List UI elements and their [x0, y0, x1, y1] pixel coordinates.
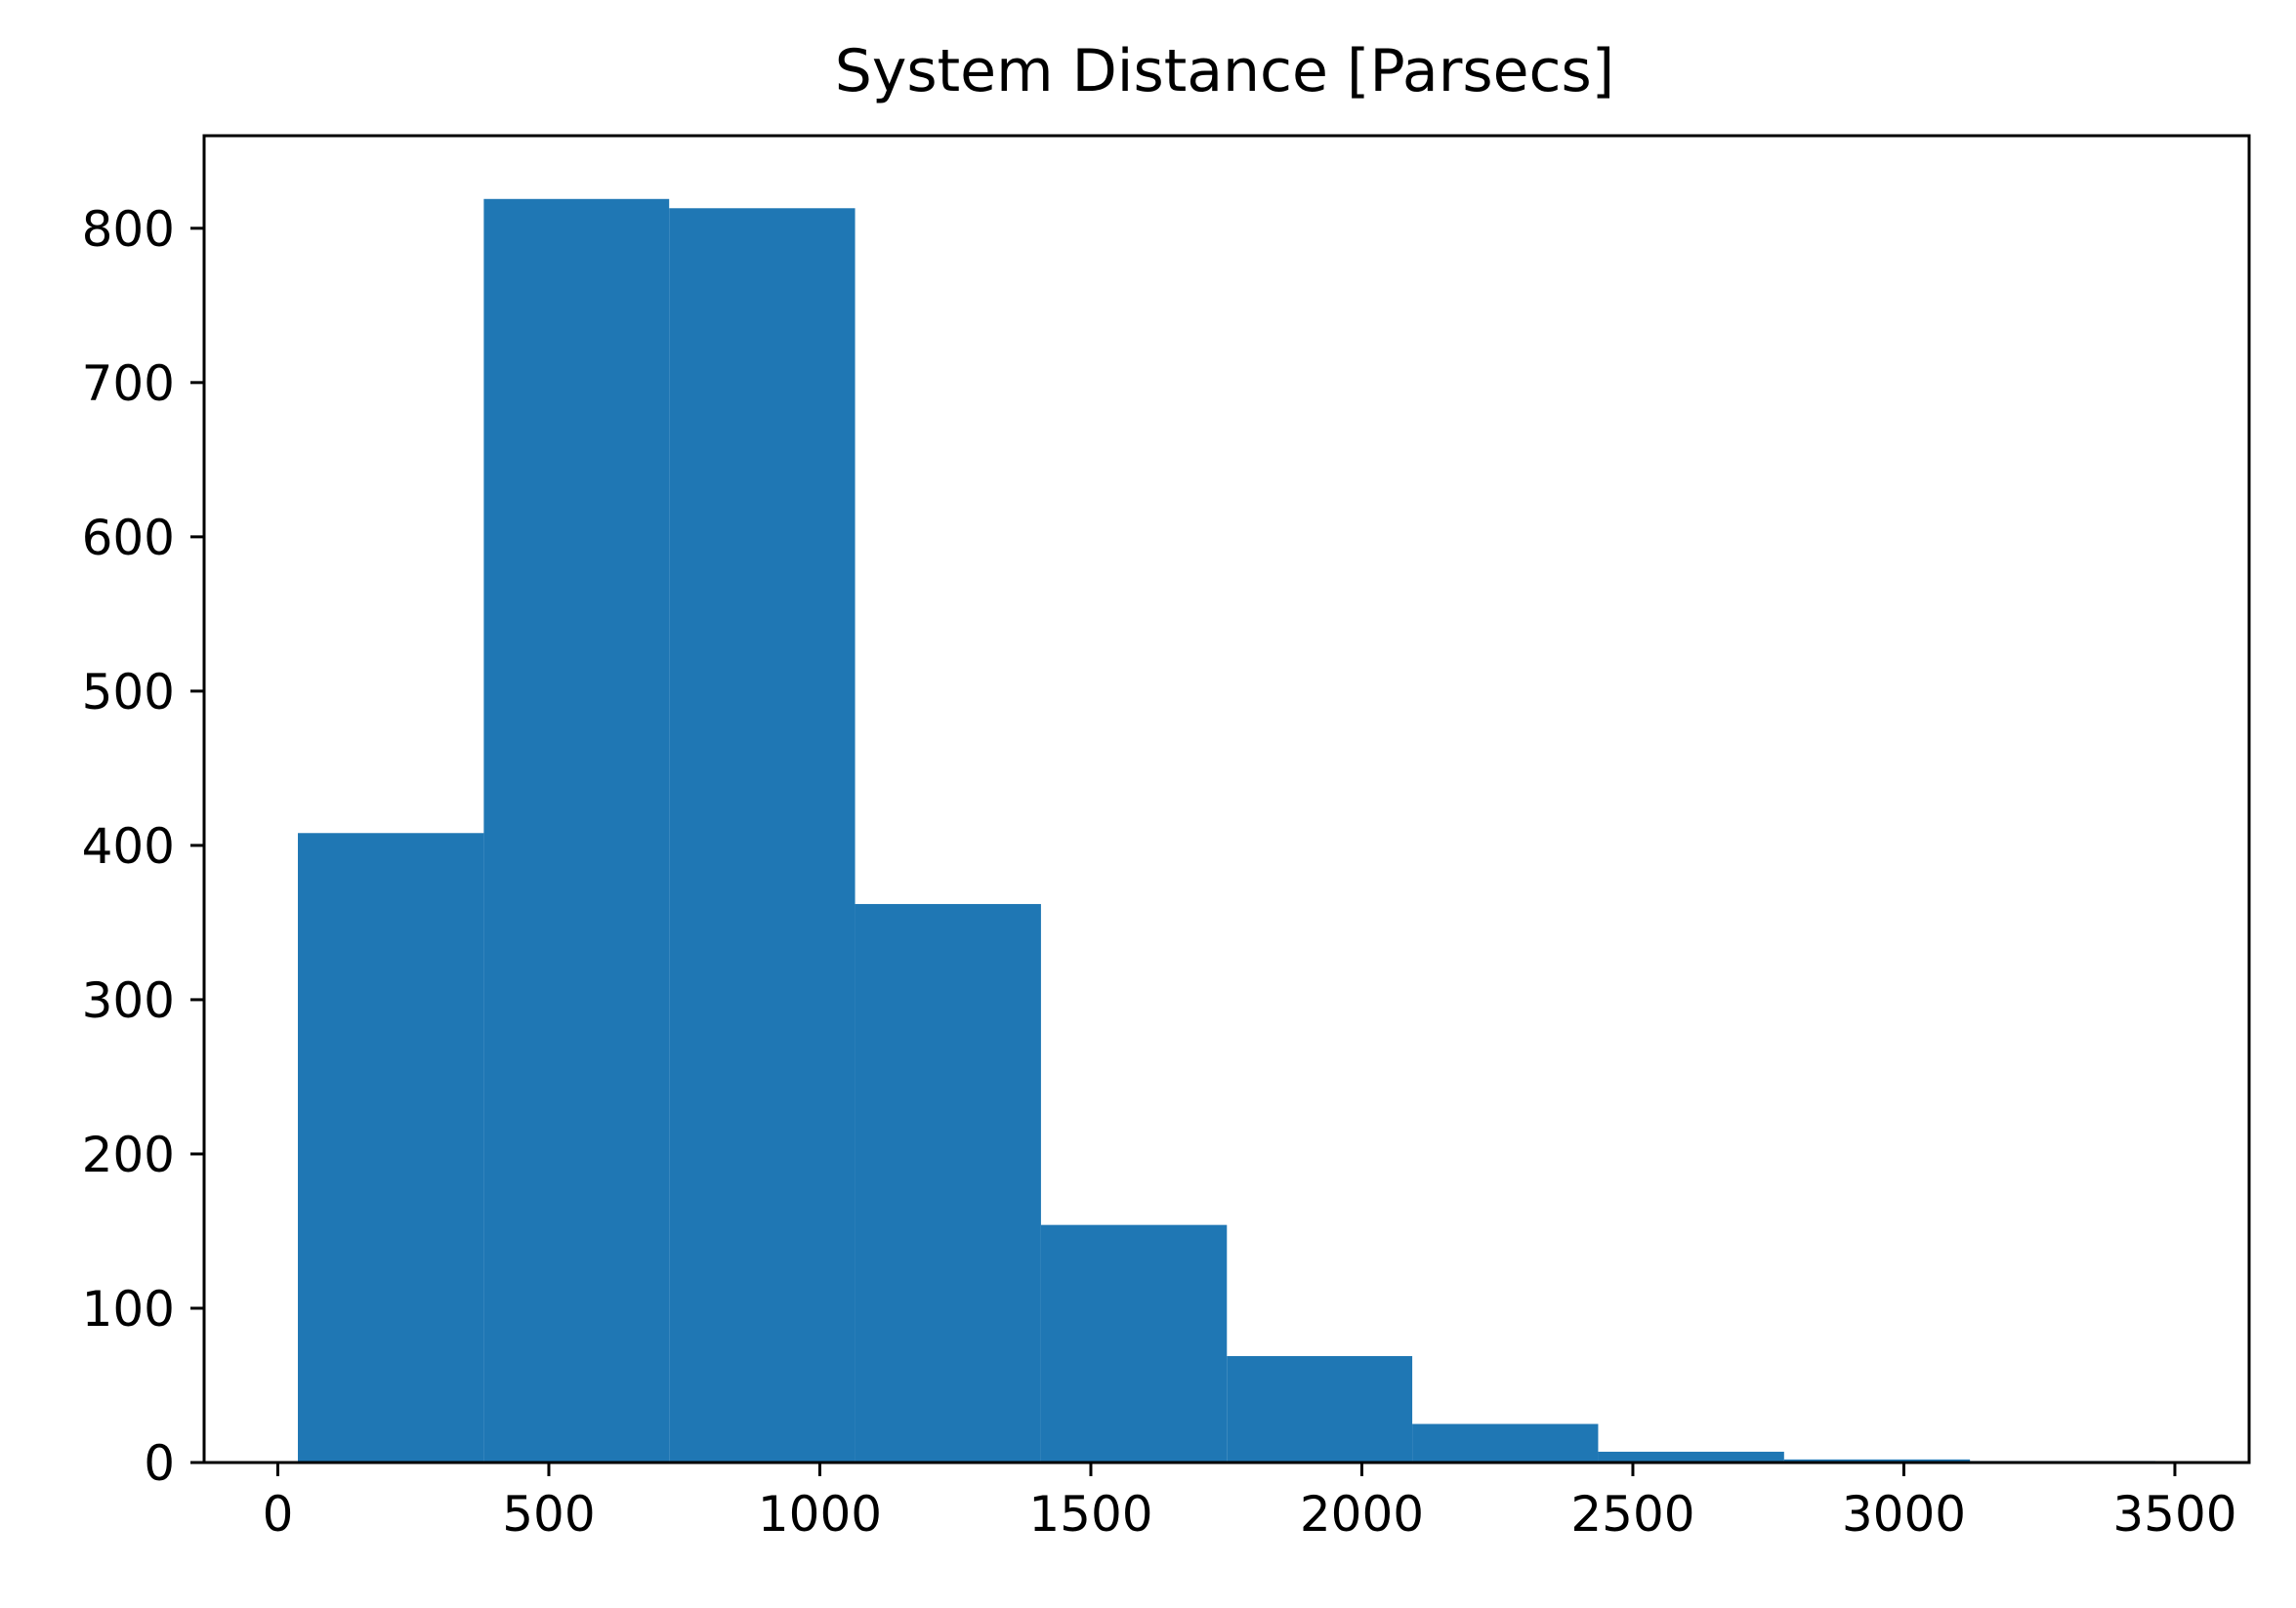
x-axis: 0 500 1000 1500 2000 2500 3000 3500 — [263, 1463, 2237, 1543]
bars-group — [298, 198, 2155, 1463]
histogram-bar-7 — [1598, 1451, 1784, 1463]
x-tick-label: 3500 — [2112, 1486, 2236, 1543]
y-tick-label: 400 — [82, 818, 175, 875]
x-tick-label: 0 — [263, 1486, 294, 1543]
histogram-bar-1 — [483, 198, 670, 1463]
histogram-bar-2 — [669, 208, 856, 1463]
y-tick-label: 700 — [82, 355, 175, 412]
y-tick-label: 500 — [82, 664, 175, 721]
y-tick-label: 800 — [82, 201, 175, 258]
y-axis: 0 100 200 300 400 500 600 700 800 — [82, 201, 204, 1492]
histogram-bar-4 — [1040, 1224, 1228, 1463]
y-tick-label: 100 — [82, 1281, 175, 1338]
x-tick-label: 2000 — [1300, 1486, 1424, 1543]
chart-title: System Distance [Parsecs] — [835, 37, 1614, 105]
y-tick-label: 200 — [82, 1127, 175, 1183]
plot-frame — [202, 134, 2251, 1464]
x-tick-label: 1000 — [758, 1486, 882, 1543]
x-tick-label: 500 — [502, 1486, 595, 1543]
histogram-bar-8 — [1783, 1459, 1971, 1463]
histogram-bar-5 — [1227, 1355, 1413, 1463]
histogram-bar-3 — [855, 903, 1041, 1463]
x-tick-label: 3000 — [1842, 1486, 1966, 1543]
x-tick-label: 2500 — [1570, 1486, 1694, 1543]
histogram-bar-0 — [298, 833, 484, 1463]
histogram-bar-6 — [1412, 1423, 1599, 1463]
y-tick-label: 0 — [144, 1435, 175, 1492]
y-tick-label: 600 — [82, 510, 175, 566]
y-tick-label: 300 — [82, 972, 175, 1029]
x-tick-label: 1500 — [1028, 1486, 1152, 1543]
